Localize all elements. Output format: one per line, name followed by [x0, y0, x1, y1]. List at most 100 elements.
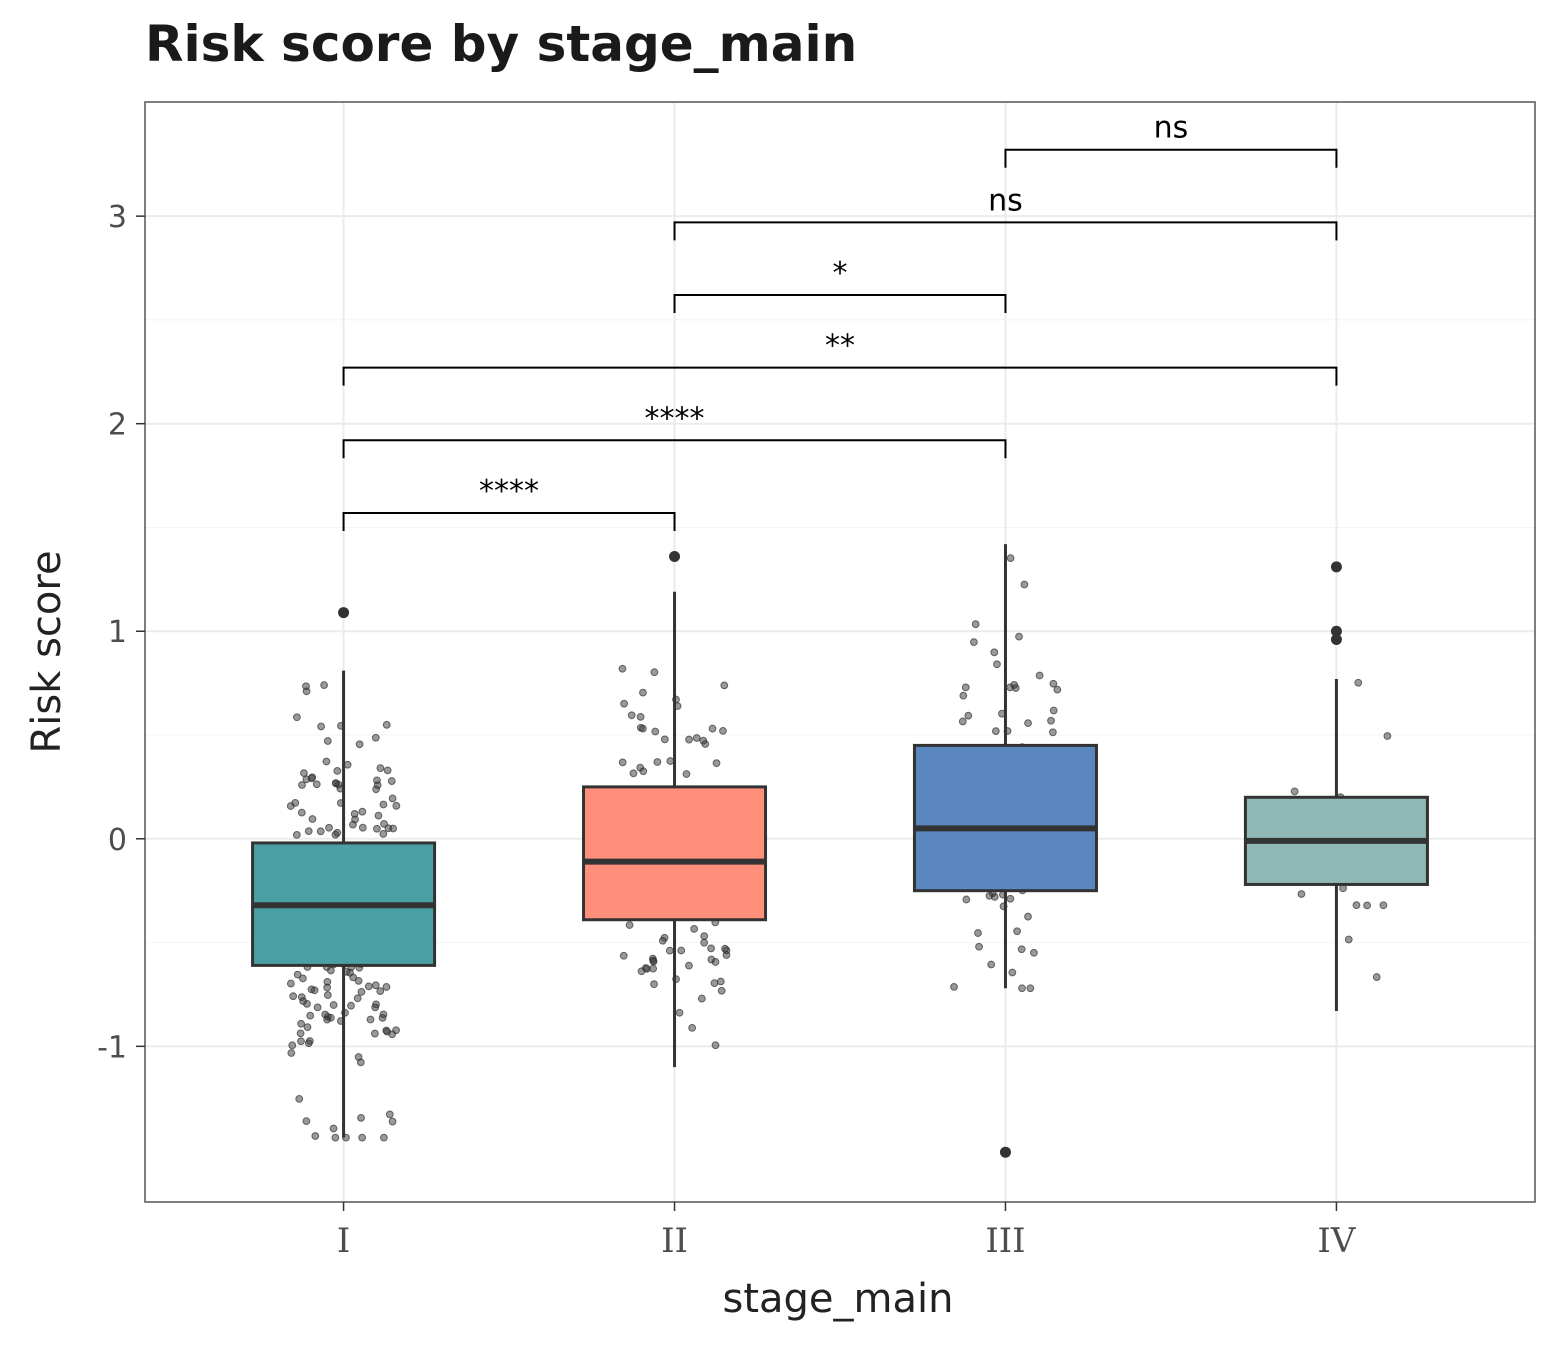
jitter-point: [1297, 890, 1306, 898]
significance-label: **: [825, 329, 855, 364]
jitter-point: [385, 1110, 394, 1119]
x-axis-title: stage_main: [723, 1276, 954, 1322]
jitter-point: [969, 638, 978, 647]
jitter-point: [358, 823, 367, 832]
chart-title: Risk score by stage_main: [145, 15, 858, 73]
jitter-point: [682, 770, 691, 778]
jitter-point: [707, 944, 715, 953]
y-tick-label: 2: [108, 408, 127, 443]
jitter-point: [636, 763, 645, 772]
jitter-point: [374, 811, 383, 820]
jitter-point: [618, 664, 627, 673]
jitter-point: [993, 660, 1001, 669]
y-tick-label: 0: [108, 823, 127, 858]
y-axis-title: Risk score: [24, 550, 70, 753]
jitter-point: [720, 681, 729, 690]
jitter-point: [1048, 728, 1057, 737]
jitter-point: [379, 800, 388, 809]
jitter-point: [1030, 948, 1038, 957]
y-tick-label: 1: [108, 615, 127, 650]
jitter-point: [322, 757, 331, 766]
jitter-point: [371, 1003, 380, 1012]
jitter-point: [382, 983, 391, 991]
jitter-point: [637, 967, 646, 976]
jitter-point: [333, 767, 342, 775]
jitter-point: [320, 681, 329, 689]
jitter-point: [313, 1003, 322, 1012]
y-tick-label: 3: [108, 200, 127, 235]
jitter-point: [685, 961, 693, 970]
jitter-point: [658, 936, 667, 945]
jitter-point: [308, 815, 317, 823]
jitter-point: [358, 1133, 367, 1142]
jitter-point: [357, 987, 366, 996]
jitter-point: [321, 1010, 330, 1019]
jitter-point: [629, 769, 638, 778]
jitter-point: [392, 801, 401, 810]
jitter-point: [292, 713, 301, 722]
jitter-point: [717, 986, 726, 995]
jitter-point: [987, 960, 996, 969]
jitter-point: [964, 711, 973, 720]
jitter-point: [1015, 632, 1023, 641]
jitter-point: [323, 737, 332, 745]
jitter-point: [358, 807, 367, 816]
significance-label: *: [833, 256, 848, 291]
jitter-point: [962, 895, 971, 904]
jitter-point: [388, 1117, 397, 1126]
jitter-point: [312, 780, 321, 789]
jitter-point: [649, 964, 658, 973]
jitter-point: [700, 938, 709, 947]
jitter-point: [302, 1117, 311, 1125]
jitter-point: [708, 724, 717, 733]
x-tick-label: III: [985, 1221, 1025, 1261]
outlier-point: [669, 551, 681, 563]
jitter-point: [721, 944, 729, 953]
jitter-point: [371, 981, 380, 990]
jitter-point: [293, 970, 302, 979]
jitter-point: [991, 727, 1000, 735]
bracket-III-IV: [1004, 148, 1338, 168]
jitter-point: [376, 987, 385, 996]
jitter-point: [347, 1001, 355, 1010]
jitter-point: [383, 1027, 391, 1036]
jitter-point: [716, 977, 725, 986]
jitter-point: [370, 1029, 379, 1038]
jitter-point: [1047, 716, 1055, 725]
jitter-point: [653, 758, 662, 766]
jitter-point: [384, 824, 393, 833]
jitter-point: [349, 973, 358, 982]
jitter-point: [305, 1037, 314, 1045]
jitter-point: [619, 951, 628, 960]
bracket-I-IV: [342, 366, 1338, 386]
jitter-point: [711, 958, 720, 966]
jitter-point: [343, 760, 352, 769]
jitter-point: [650, 668, 659, 677]
jitter-point: [651, 727, 660, 736]
jitter-point: [329, 1001, 338, 1009]
jitter-point: [950, 982, 958, 991]
jitter-point: [675, 1008, 684, 1017]
x-tick-label: II: [661, 1221, 688, 1261]
jitter-point: [379, 829, 388, 838]
jitter-point: [990, 648, 999, 657]
jitter-point: [380, 1133, 388, 1142]
jitter-point: [1379, 901, 1388, 910]
jitter-point: [1006, 683, 1014, 692]
plot-background: [145, 102, 1535, 1202]
jitter-point: [1018, 984, 1026, 993]
jitter-point: [1020, 580, 1029, 589]
jitter-point: [1049, 706, 1058, 715]
jitter-point: [1035, 671, 1044, 680]
jitter-point: [387, 777, 396, 785]
jitter-point: [383, 766, 392, 775]
boxes: [251, 544, 1429, 1158]
jitter-point: [639, 688, 647, 697]
significance-label: ns: [988, 183, 1023, 218]
jitter-point: [353, 994, 362, 1003]
box-III: [912, 743, 1098, 893]
jitter-point: [317, 722, 325, 731]
bracket-I-II: [342, 511, 676, 531]
jitter-point: [350, 809, 359, 818]
jitter-point: [1290, 787, 1299, 796]
